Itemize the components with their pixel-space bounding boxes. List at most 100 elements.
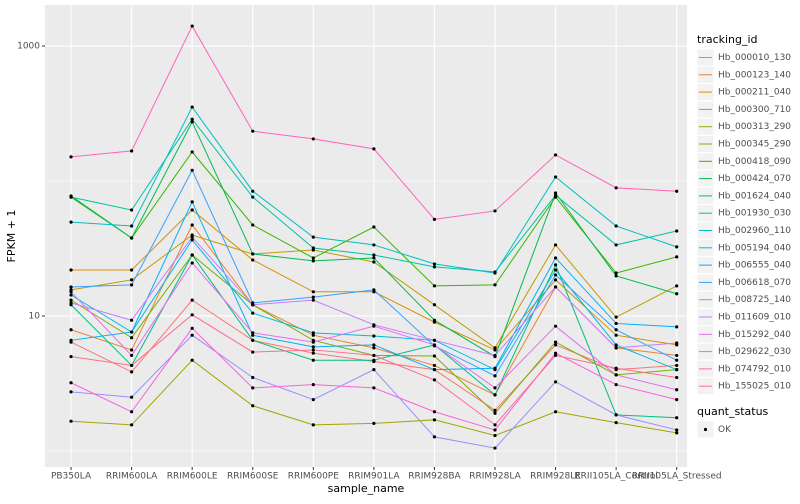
data-point xyxy=(553,268,558,272)
data-point xyxy=(675,398,679,402)
shape-legend-point xyxy=(703,427,708,432)
data-point xyxy=(190,24,194,28)
data-point xyxy=(311,345,315,349)
data-point xyxy=(493,209,497,213)
data-point xyxy=(372,343,376,347)
data-point xyxy=(553,191,558,195)
data-point xyxy=(190,235,194,239)
data-point xyxy=(69,268,73,272)
legend-label: Hb_000345_290 xyxy=(718,140,791,150)
x-tick-label: RRIM901LA xyxy=(348,472,400,482)
data-point xyxy=(130,410,134,414)
legend-label: Hb_015292_040 xyxy=(718,330,791,340)
data-point xyxy=(251,375,255,380)
data-point xyxy=(130,363,134,368)
data-point xyxy=(372,288,376,292)
data-point xyxy=(251,386,255,390)
data-point xyxy=(372,243,376,247)
data-point xyxy=(251,303,255,307)
data-point xyxy=(190,168,194,172)
legend-label: Hb_029622_030 xyxy=(718,347,791,357)
data-point xyxy=(69,220,73,224)
data-point xyxy=(311,259,315,263)
x-tick-label: RRIM928LA xyxy=(469,472,521,482)
data-point xyxy=(493,353,497,358)
marks xyxy=(69,24,679,450)
data-point xyxy=(190,253,194,257)
legend-label: Hb_006555_040 xyxy=(718,261,791,271)
data-point xyxy=(130,224,134,228)
data-point xyxy=(372,256,376,260)
data-point xyxy=(614,274,618,278)
data-point xyxy=(614,315,618,319)
data-point xyxy=(311,137,315,141)
x-tick-label: RRIM600LE xyxy=(167,472,218,482)
data-point xyxy=(553,351,558,355)
legend-label: Hb_000123_140 xyxy=(718,70,791,80)
x-tick-label: RRII105LA_Stressed xyxy=(632,472,722,482)
data-point xyxy=(675,325,679,329)
data-point xyxy=(311,351,315,355)
data-point xyxy=(432,265,437,269)
data-point xyxy=(130,423,134,427)
data-point xyxy=(190,150,194,154)
data-point xyxy=(69,195,73,199)
data-point xyxy=(251,195,255,199)
data-point xyxy=(372,358,376,362)
data-point xyxy=(432,363,437,368)
data-point xyxy=(311,298,315,302)
data-point xyxy=(251,189,255,193)
legend-label: Hb_008725_140 xyxy=(718,295,791,305)
data-point xyxy=(130,268,134,272)
data-point xyxy=(69,298,73,302)
y-tick-label: 1000 xyxy=(17,42,40,52)
data-point xyxy=(130,336,134,340)
data-point xyxy=(130,283,134,287)
legend-label: Hb_001930_030 xyxy=(718,209,791,219)
data-point xyxy=(614,333,618,337)
data-point xyxy=(553,193,558,197)
data-point xyxy=(553,343,558,347)
panel xyxy=(45,5,687,467)
data-point xyxy=(553,278,558,282)
legend-label: Hb_000313_290 xyxy=(718,122,791,132)
data-point xyxy=(130,208,134,212)
x-tick-label: RRIM928BA xyxy=(408,472,461,482)
data-point xyxy=(432,262,437,266)
x-tick-label: RRIM600PE xyxy=(288,472,340,482)
data-point xyxy=(372,324,376,328)
data-point xyxy=(675,388,679,392)
data-point xyxy=(493,283,497,287)
data-point xyxy=(311,423,315,427)
data-point xyxy=(372,147,376,151)
data-point xyxy=(130,348,134,352)
data-point xyxy=(311,256,315,260)
data-point xyxy=(432,343,437,347)
data-point xyxy=(553,324,558,328)
data-point xyxy=(190,117,194,121)
data-point xyxy=(675,363,679,368)
data-point xyxy=(190,298,194,302)
data-point xyxy=(553,353,558,358)
data-point xyxy=(190,261,194,265)
data-point xyxy=(190,208,194,212)
data-point xyxy=(251,129,255,133)
data-point xyxy=(675,358,679,362)
data-point xyxy=(311,295,315,299)
legend-label: Hb_005194_040 xyxy=(718,243,791,253)
x-tick-label: RRIM600SE xyxy=(227,472,279,482)
x-axis-title: sample_name xyxy=(328,482,405,495)
data-point xyxy=(372,421,376,425)
data-point xyxy=(432,354,437,358)
data-point xyxy=(311,246,315,250)
data-point xyxy=(130,278,134,282)
data-point xyxy=(69,290,73,294)
data-point xyxy=(614,224,618,228)
data-point xyxy=(493,366,497,370)
data-point xyxy=(553,410,558,414)
x-tick-label: RRII105LA_Control xyxy=(574,472,657,482)
data-point xyxy=(130,318,134,322)
data-point xyxy=(69,293,73,297)
data-point xyxy=(553,175,558,179)
data-point xyxy=(311,383,315,387)
